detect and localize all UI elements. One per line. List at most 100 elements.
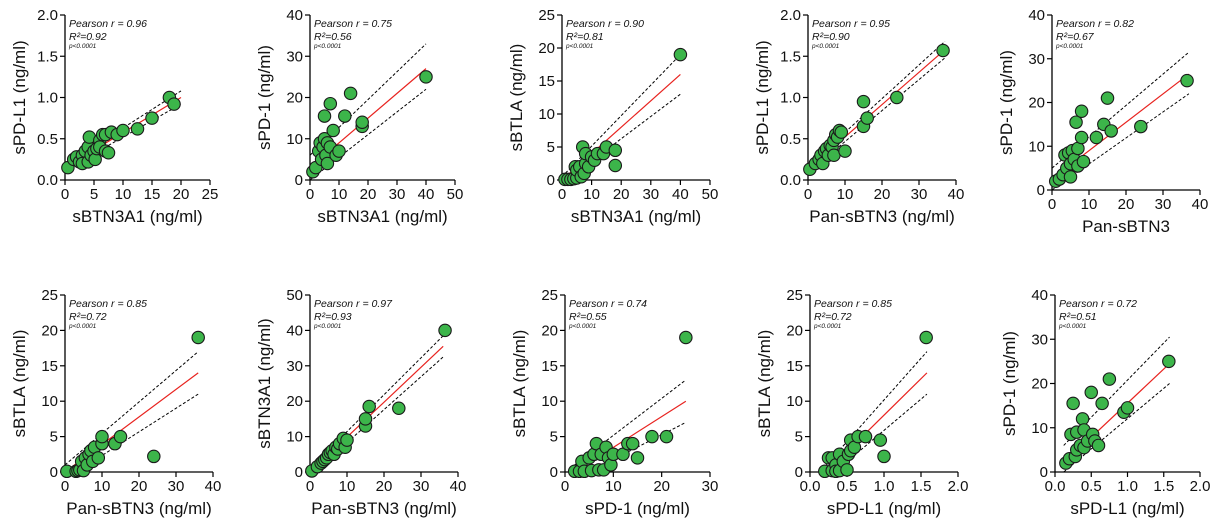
y-axis-label: sPD-1 (ng/ml) [255, 45, 274, 150]
y-tick-label: 5 [795, 429, 803, 446]
data-point [116, 123, 130, 138]
data-point [1102, 372, 1117, 386]
y-axis-label: sBTLA (ng/ml) [755, 330, 774, 438]
y-tick-label: 0 [1037, 182, 1045, 199]
x-tick-label: 30 [413, 478, 430, 495]
x-tick-label: 0 [1048, 196, 1056, 213]
y-tick-label: 2.0 [37, 7, 58, 24]
y-tick-label: 0.5 [37, 131, 58, 148]
data-point [340, 433, 354, 447]
x-tick-label: 25 [202, 186, 219, 203]
y-tick-label: 40 [286, 322, 303, 339]
y-tick-label: 20 [1028, 95, 1045, 112]
r-squared-text: R²=0.72 [69, 311, 107, 323]
y-tick-label: 0.0 [780, 172, 801, 189]
y-tick-label: 0 [50, 464, 58, 481]
data-point [392, 401, 406, 416]
scatter-panel: 0 10 20 30 40 50 0 10 20 30 40 Pan-sBTN3 (ng/ml) sBT… [255, 287, 466, 518]
x-axis-label: Pan-sBTN3 (ng/ml) [66, 499, 211, 518]
p-value-text: p<0.0001 [811, 43, 840, 50]
y-tick-label: 5 [550, 429, 558, 446]
x-tick-label: 10 [605, 478, 622, 495]
x-tick-label: 1.0 [1117, 478, 1138, 495]
data-point [1100, 91, 1115, 105]
p-value-text: p<0.0001 [1055, 43, 1084, 50]
pearson-r-text: Pearson r = 0.96 [69, 18, 147, 30]
data-point [1089, 130, 1104, 145]
x-tick-label: 0 [561, 478, 569, 495]
pearson-r-text: Pearson r = 0.82 [1056, 18, 1134, 30]
x-tick-label: 30 [702, 478, 719, 495]
x-tick-label: 20 [1118, 196, 1135, 213]
data-point [919, 330, 933, 345]
y-tick-label: 25 [786, 287, 803, 304]
x-axis-label: sBTN3A1 (ng/ml) [317, 207, 447, 226]
p-value-text: p<0.0001 [313, 323, 342, 330]
data-point [856, 94, 871, 109]
x-tick-label: 40 [948, 186, 965, 203]
x-tick-label: 40 [450, 478, 467, 495]
y-tick-label: 5 [547, 139, 555, 156]
data-point [191, 330, 205, 345]
y-tick-label: 40 [286, 7, 303, 24]
x-tick-label: 30 [1155, 196, 1172, 213]
x-tick-label: 10 [837, 186, 854, 203]
data-point [358, 412, 373, 426]
scatter-panel: 0 5 10 15 20 25 0.0 0.5 1.0 1.5 2.0 sPD-L1 (ng/ml) s… [755, 287, 968, 518]
scatter-panel: 0 10 20 30 40 0 10 20 30 40 Pan-sBTN3 sPD-1 (ng/ml)… [997, 7, 1208, 236]
y-tick-label: 25 [538, 7, 555, 24]
x-tick-label: 0 [804, 186, 812, 203]
data-point [936, 43, 950, 58]
y-tick-label: 1.5 [37, 48, 58, 65]
r-squared-text: R²=0.93 [314, 311, 352, 323]
x-tick-label: 10 [94, 478, 111, 495]
x-tick-label: 10 [115, 186, 132, 203]
y-axis-label: sBTLA (ng/ml) [10, 330, 29, 438]
data-point [873, 433, 888, 447]
x-tick-label: 50 [702, 186, 719, 203]
data-point [679, 330, 693, 345]
x-tick-label: 0 [61, 186, 69, 203]
r-squared-text: R²=0.72 [814, 311, 852, 323]
x-tick-label: 30 [389, 186, 406, 203]
y-axis-label: sPD-1 (ng/ml) [1000, 331, 1019, 436]
y-tick-label: 20 [286, 90, 303, 107]
x-tick-label: 20 [360, 186, 377, 203]
data-point [1134, 119, 1148, 134]
y-tick-label: 2.0 [780, 7, 801, 24]
y-tick-label: 10 [286, 131, 303, 148]
data-point [147, 449, 161, 464]
y-tick-label: 20 [41, 322, 58, 339]
data-point [317, 109, 332, 123]
r-squared-text: R²=0.90 [812, 31, 850, 43]
x-tick-label: 0.5 [837, 478, 858, 495]
pearson-r-text: Pearson r = 0.74 [569, 298, 647, 310]
data-point [145, 111, 159, 125]
pearson-r-text: Pearson r = 0.75 [314, 18, 392, 30]
x-tick-label: 0 [306, 478, 314, 495]
pearson-r-text: Pearson r = 0.85 [814, 298, 892, 310]
ci-upper-line [574, 379, 687, 466]
y-tick-label: 20 [538, 40, 555, 57]
x-tick-label: 20 [874, 186, 891, 203]
data-point [877, 449, 891, 464]
y-tick-label: 20 [286, 393, 303, 410]
ci-lower-line [310, 88, 427, 180]
p-value-text: p<0.0001 [565, 43, 594, 50]
data-point [338, 109, 352, 123]
data-point [332, 144, 346, 158]
x-tick-label: 30 [642, 186, 659, 203]
y-axis-label: sPD-L1 (ng/ml) [10, 40, 29, 154]
data-point [1074, 104, 1089, 119]
r-squared-text: R²=0.92 [69, 31, 107, 43]
data-point [858, 429, 873, 444]
pearson-r-text: Pearson r = 0.90 [566, 18, 644, 30]
data-point [840, 463, 854, 477]
x-tick-label: 40 [205, 478, 222, 495]
data-point [834, 125, 849, 139]
x-tick-label: 40 [1192, 196, 1209, 213]
data-point [1104, 124, 1118, 138]
y-tick-label: 10 [1028, 138, 1045, 155]
